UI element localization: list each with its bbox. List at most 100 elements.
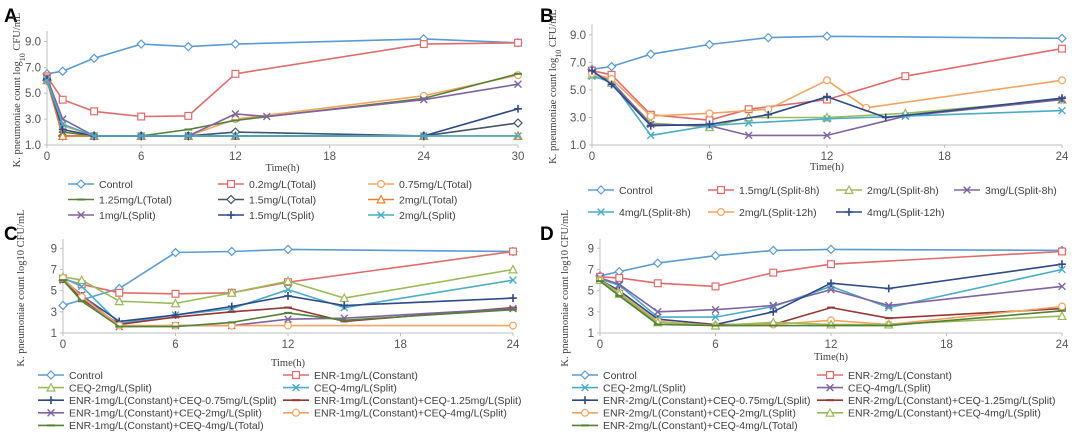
- series-line: [591, 72, 1063, 117]
- y-tick-label: 3: [51, 307, 57, 319]
- data-point: [90, 132, 98, 140]
- legend-item: 3mg/L(Split-8h): [954, 185, 1057, 197]
- panel-c: C 1 3 5 7 9 0 6 12 18 24 Time(h) K. pneumoniae coun…: [4, 209, 521, 432]
- data-point: [58, 95, 67, 104]
- series: [42, 34, 523, 79]
- series-line: [599, 279, 1063, 327]
- legend-item: Control: [68, 179, 133, 191]
- data-point: [509, 321, 518, 330]
- legend-item: ENR-2mg/L(Constant): [817, 370, 952, 382]
- legend-label: 1mg/L(Split): [99, 210, 156, 222]
- x-tick-label: 24: [417, 151, 430, 163]
- data-point: [508, 264, 518, 274]
- legend-swatch-marker: [581, 396, 589, 405]
- data-point: [419, 132, 428, 140]
- series-line: [599, 277, 1063, 313]
- data-point: [884, 301, 893, 310]
- data-point: [284, 315, 292, 324]
- y-tick-label: 3: [588, 307, 594, 319]
- data-point: [419, 40, 428, 49]
- x-tick-label: 0: [44, 151, 50, 163]
- legend-item: CEQ-2mg/L(Split): [572, 382, 686, 394]
- legend-item: CEQ-2mg/L(Split): [38, 382, 152, 394]
- legend-label: 2mg/L(Split-12h): [739, 207, 817, 219]
- data-point: [744, 119, 753, 127]
- data-point: [514, 104, 522, 113]
- x-axis-title: Time(h): [814, 352, 849, 363]
- data-point: [1057, 76, 1066, 85]
- data-point: [231, 110, 240, 118]
- legend-label: ENR-1mg/L(Constant)+CEQ-4mg/L(Split): [314, 408, 507, 420]
- y-tick-label: 1: [588, 328, 594, 340]
- legend-swatch-marker: [292, 383, 300, 392]
- series: [42, 75, 523, 141]
- data-point: [881, 113, 890, 122]
- data-point: [231, 132, 240, 140]
- legend-item: ENR-1mg/L(Constant)+CEQ-4mg/L(Split): [283, 408, 507, 420]
- legend-item: ENR-2mg/L(Constant)+CEQ-2mg/L(Split): [572, 408, 796, 420]
- data-point: [769, 268, 778, 277]
- y-tick-label: 9: [51, 243, 57, 255]
- data-point: [711, 282, 720, 291]
- x-tick-label: 18: [394, 339, 407, 351]
- data-point: [114, 296, 125, 306]
- legend-swatch-marker: [845, 208, 853, 216]
- legend-item: 1mg/L(Split): [68, 210, 156, 222]
- y-axis-title-part: CFU/mL: [12, 13, 23, 54]
- legend-item: 1.25mg/L(Total): [68, 194, 172, 206]
- y-tick-label: 1.0: [570, 140, 586, 152]
- data-point: [115, 288, 124, 297]
- legend-item: CEQ-4mg/L(Split): [817, 382, 931, 394]
- data-point: [90, 107, 99, 116]
- data-point: [1058, 260, 1066, 269]
- data-point: [1057, 302, 1066, 311]
- legend: Control 0.2mg/L(Total) 0.75mg/L(Total) 1.25…: [68, 179, 472, 222]
- data-point: [764, 110, 773, 119]
- data-point: [284, 285, 292, 294]
- data-point: [615, 273, 624, 282]
- series-line: [46, 78, 519, 137]
- data-point: [1058, 265, 1066, 274]
- legend-swatch-marker: [377, 180, 386, 189]
- data-point: [763, 32, 774, 43]
- data-point: [171, 321, 180, 330]
- y-axis-title-part: K. pneumoniae count log: [12, 60, 23, 167]
- data-point: [827, 285, 835, 294]
- legend-item: ENR-1mg/L(Constant)+CEQ-2mg/L(Split): [38, 408, 262, 420]
- data-point: [827, 279, 835, 288]
- legend-item: CEQ-4mg/L(Split): [283, 382, 397, 394]
- series-line: [62, 250, 514, 295]
- series-line: [46, 80, 518, 137]
- panel-d: D 1 3 5 7 9 0 6 12 18 24 Time(h) K. pneumoniae coun…: [540, 209, 1069, 432]
- series: [59, 279, 517, 328]
- series-line: [46, 73, 519, 137]
- y-axis-title: K. pneumoniae count log10 CFU/mL: [548, 9, 563, 164]
- data-point: [744, 105, 753, 114]
- x-tick-label: 0: [60, 339, 66, 351]
- x-axis-title: Time(h): [265, 163, 300, 174]
- y-axis-title-part: 10: [18, 53, 27, 61]
- data-point: [1058, 106, 1066, 115]
- legend-label: ENR-2mg/L(Constant)+CEQ-4mg/L(Total): [603, 420, 798, 432]
- legend-label: ENR-1mg/L(Constant)+CEQ-1.25mg/L(Split): [314, 395, 521, 407]
- data-point: [901, 72, 910, 81]
- y-tick-label: 1: [51, 328, 57, 340]
- legend-swatch-marker: [825, 407, 835, 417]
- legend-label: 1.5mg/L(Total): [249, 194, 316, 206]
- data-point: [509, 304, 517, 313]
- data-point: [58, 120, 67, 129]
- data-point: [884, 284, 893, 293]
- data-point: [705, 120, 714, 129]
- x-tick-label: 6: [706, 151, 712, 163]
- legend-label: ENR-1mg/L(Constant)+CEQ-2mg/L(Split): [69, 408, 262, 420]
- data-point: [645, 49, 656, 60]
- legend-swatch-marker: [226, 194, 236, 205]
- series: [587, 44, 1066, 125]
- legend-swatch-marker: [377, 211, 385, 219]
- data-point: [513, 38, 522, 47]
- data-point: [607, 80, 616, 89]
- y-tick-label: 7: [588, 264, 594, 276]
- series-line: [46, 77, 519, 137]
- legend-label: 1.5mg/L(Split-8h): [739, 185, 820, 197]
- data-point: [57, 66, 68, 77]
